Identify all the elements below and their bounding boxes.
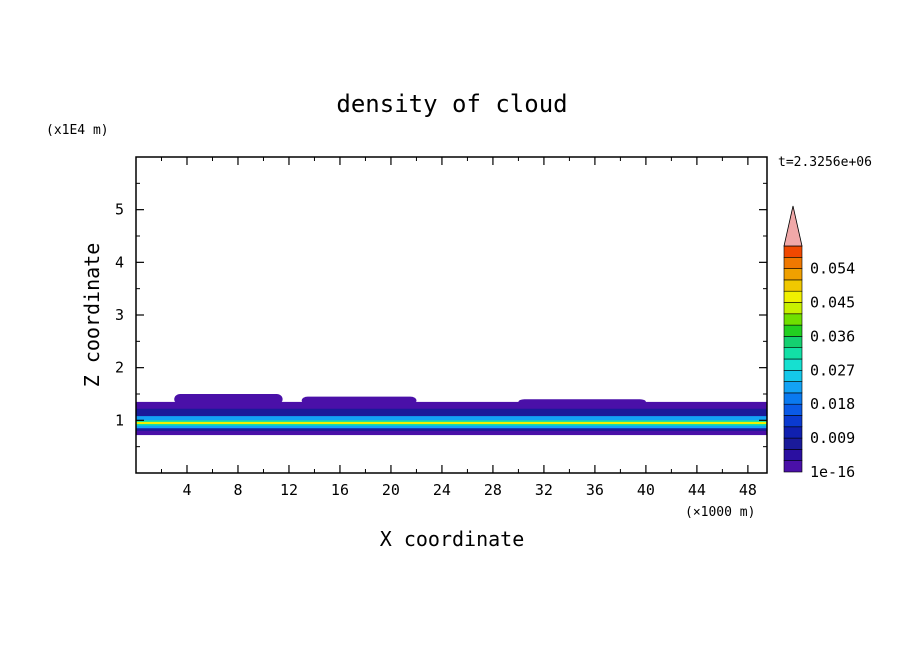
y-unit-label: (x1E4 m) — [46, 123, 109, 138]
x-tick-label: 40 — [637, 481, 655, 499]
x-tick-label: 36 — [586, 481, 604, 499]
colorbar-swatch — [783, 256, 803, 269]
x-tick-label: 28 — [484, 481, 502, 499]
colorbar-label: 0.036 — [810, 327, 855, 345]
y-tick-label: 4 — [115, 253, 124, 271]
colorbar: 0.054 0.045 0.036 0.027 0.018 0.009 1e-16 — [783, 205, 855, 481]
colorbar-swatch — [783, 313, 803, 326]
time-label: t=2.3256e+06 — [778, 155, 872, 170]
colorbar-swatch — [783, 279, 803, 292]
colorbar-swatch — [783, 449, 803, 461]
y-tick-label: 2 — [115, 359, 124, 377]
x-tick-label: 48 — [739, 481, 757, 499]
x-tick-label: 24 — [433, 481, 451, 499]
colorbar-swatch — [783, 403, 803, 416]
y-axis: 1 2 3 4 5 — [115, 182, 767, 448]
colorbar-swatch — [783, 336, 803, 348]
chart-title: density of cloud — [336, 90, 567, 118]
colorbar-swatch — [783, 324, 803, 337]
colorbar-swatch — [783, 358, 803, 371]
x-tick-label: 16 — [331, 481, 349, 499]
y-tick-label: 3 — [115, 306, 124, 324]
colorbar-swatch — [783, 415, 803, 428]
x-tick-label: 20 — [382, 481, 400, 499]
colorbar-swatch — [783, 268, 803, 281]
contour-band-4 — [136, 421, 767, 425]
cloud-patch-2 — [518, 399, 646, 405]
contour-fill — [136, 394, 767, 436]
colorbar-label: 0.018 — [810, 395, 855, 413]
y-axis-title: Z coordinate — [80, 243, 104, 388]
y-tick-label: 5 — [115, 201, 124, 219]
colorbar-extend-arrow — [783, 205, 803, 247]
colorbar-swatch — [783, 426, 803, 439]
colorbar-swatch — [783, 369, 803, 382]
colorbar-swatch — [783, 290, 803, 303]
x-tick-label: 44 — [688, 481, 706, 499]
colorbar-label: 1e-16 — [810, 463, 855, 481]
x-axis: 4 8 12 16 20 24 28 32 36 40 44 48 — [160, 157, 757, 499]
colorbar-label: 0.009 — [810, 429, 855, 447]
cloud-patch-1 — [301, 396, 417, 405]
colorbar-swatch — [783, 460, 803, 473]
x-tick-label: 4 — [182, 481, 191, 499]
cloud-patch-0 — [174, 394, 283, 405]
x-tick-label: 32 — [535, 481, 553, 499]
colorbar-swatch — [783, 347, 803, 360]
colorbar-label: 0.027 — [810, 361, 855, 379]
x-tick-label: 12 — [280, 481, 298, 499]
colorbar-swatch — [783, 437, 803, 450]
colorbar-swatch — [783, 245, 803, 258]
x-tick-label: 8 — [233, 481, 242, 499]
colorbar-swatch — [783, 302, 803, 315]
y-tick-label: 1 — [115, 411, 124, 429]
x-unit-label: (×1000 m) — [685, 505, 755, 520]
colorbar-label: 0.045 — [810, 294, 855, 312]
colorbar-swatch — [783, 392, 803, 405]
colorbar-swatch — [783, 381, 803, 394]
x-axis-title: X coordinate — [380, 527, 525, 551]
colorbar-label: 0.054 — [810, 260, 855, 278]
